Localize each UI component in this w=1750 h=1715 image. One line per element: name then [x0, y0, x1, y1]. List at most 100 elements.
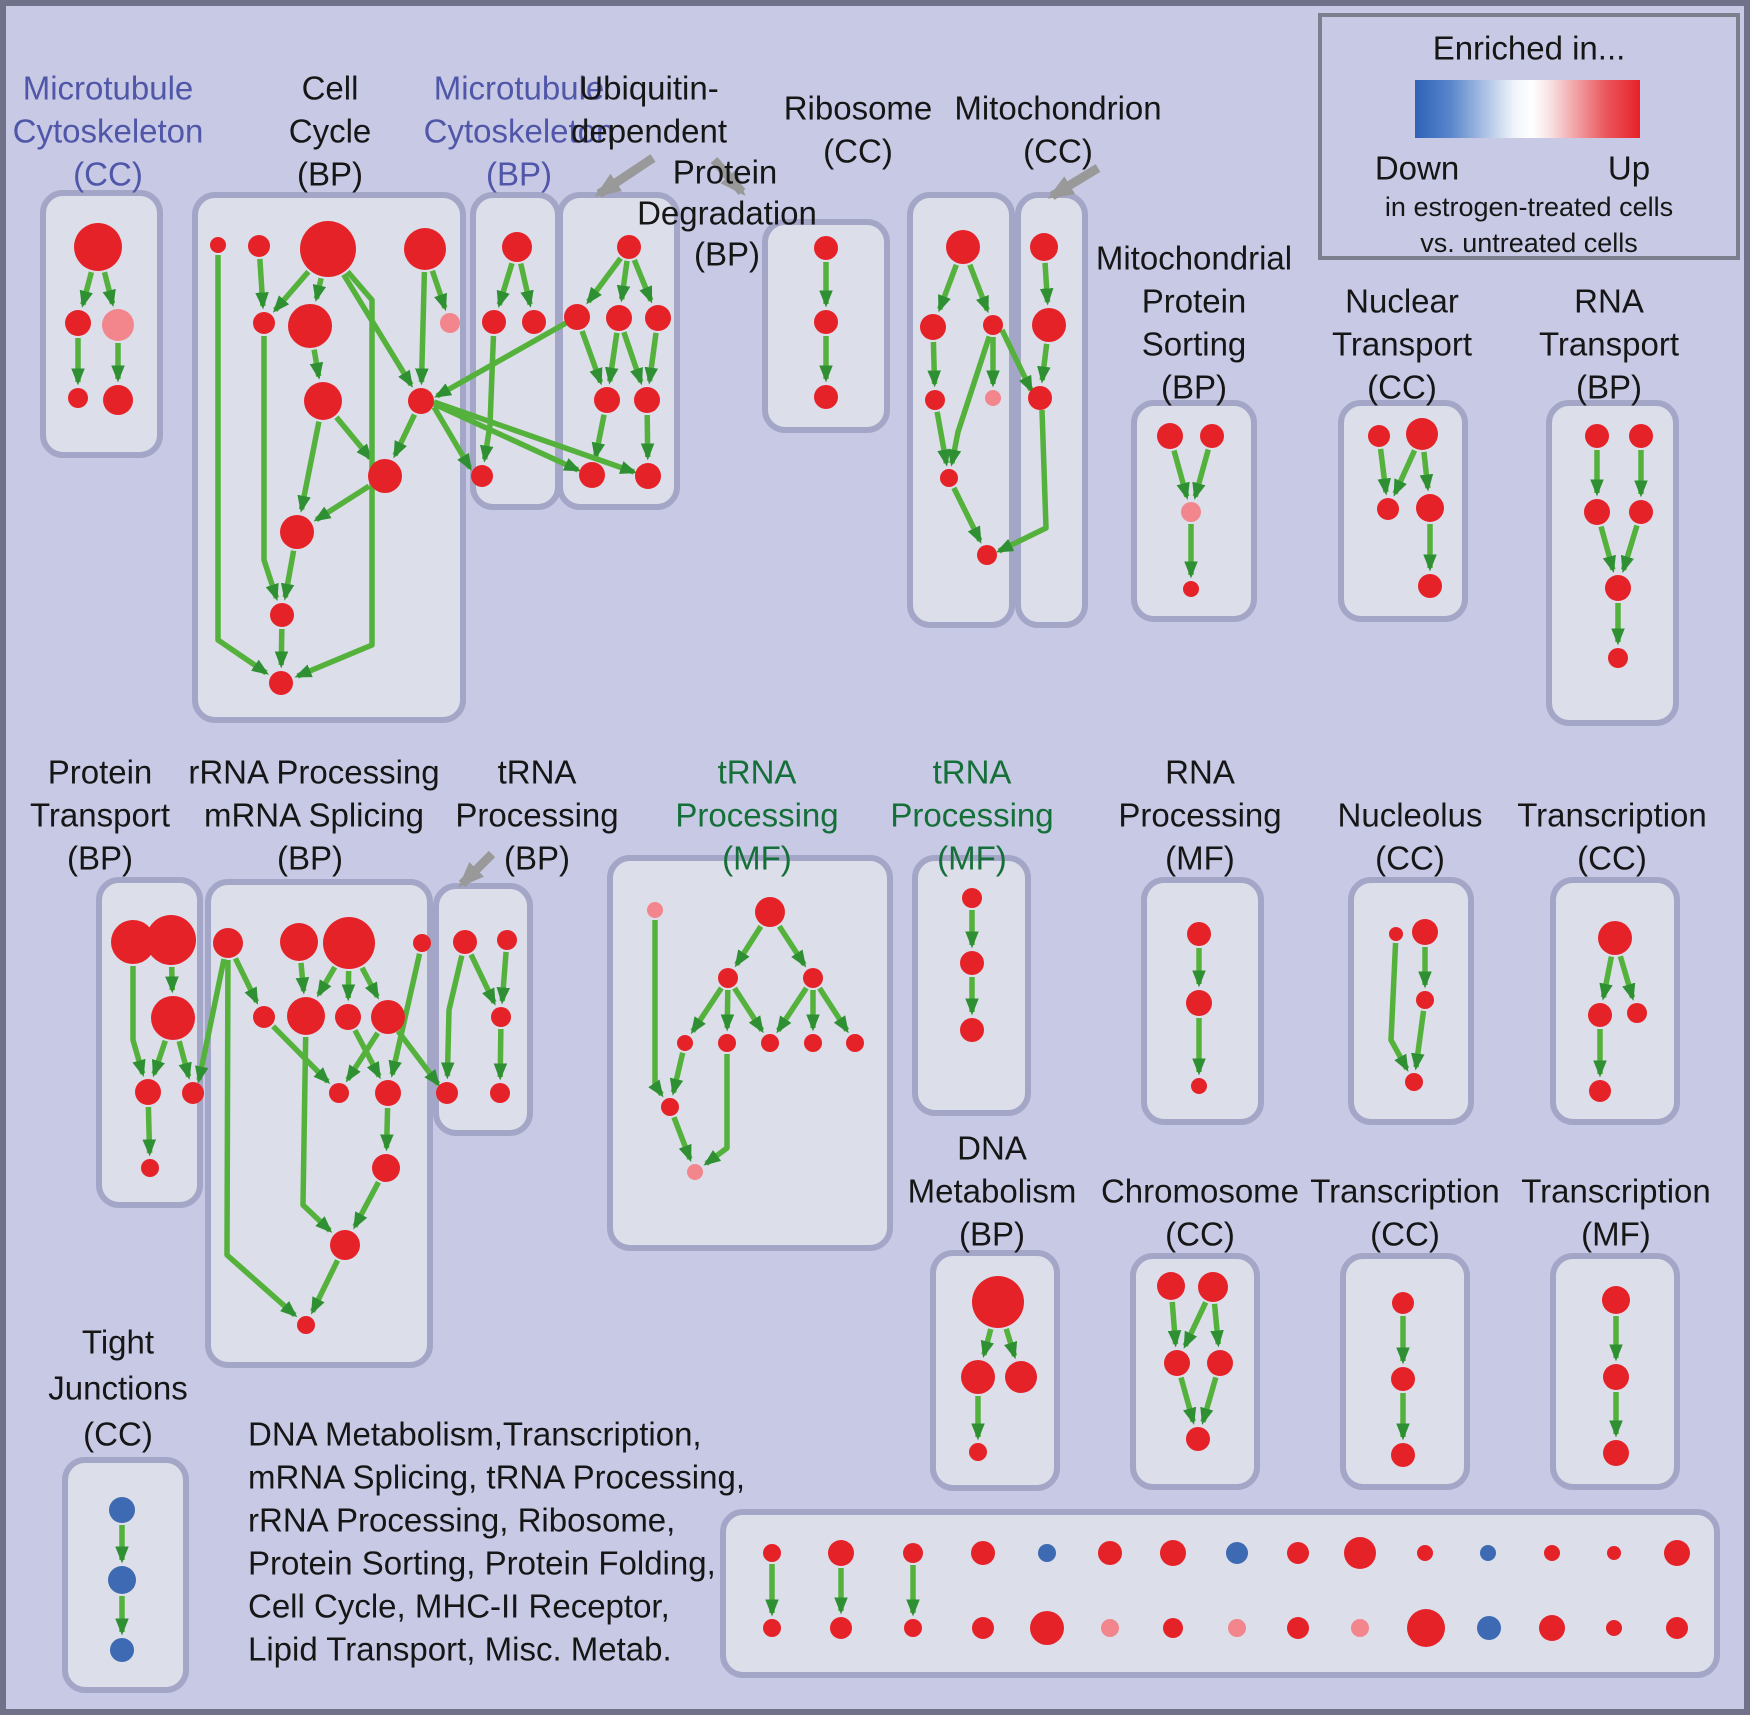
node-rrna-processing-10 [372, 1154, 400, 1182]
node-misc-bottom-2 [903, 1543, 923, 1563]
edge-ubiquitin-a [586, 256, 623, 305]
edge-trna-mf-big [720, 989, 735, 1032]
node-protein-transport-4 [182, 1082, 204, 1104]
node-misc-bottom-5 [1098, 1541, 1122, 1565]
node-ubiquitin-b-2 [814, 385, 838, 409]
label-trna-processing-mf-1: (MF) [722, 840, 792, 877]
edge-trna-mf-big [776, 924, 807, 968]
edge-microtubule-bp [496, 262, 515, 309]
node-rrna-processing-2 [323, 917, 375, 969]
trna-bp-label-arrow-icon [458, 850, 496, 888]
cross-edge-cellcycle-to-ubiq-right [433, 399, 638, 475]
group-box-nuclear-transport [1338, 400, 1468, 622]
edge-cell-cycle [312, 277, 327, 303]
edge-chromosome [1167, 1301, 1182, 1348]
label-nucleolus-cc: (CC) [1375, 840, 1445, 877]
edge-rrna-processing [359, 966, 380, 1000]
node-misc-bottom-20 [1101, 1619, 1119, 1637]
node-rrna-processing-5 [287, 997, 325, 1035]
node-microtubule-bp-2 [522, 310, 546, 334]
node-ubiquitin-a-1 [564, 304, 590, 330]
edge-protein-transport [151, 1039, 168, 1078]
label-mitochondrion-cc: Mitochondrion [954, 90, 1161, 127]
node-cell-cycle-11 [269, 671, 293, 695]
cross-edge-ubiq-to-cellcycle [434, 320, 568, 399]
node-ribosome-1 [920, 314, 946, 340]
node-misc-bottom-7 [1226, 1542, 1248, 1564]
node-misc-bottom-0 [763, 1544, 781, 1562]
edge-mito-sorting [1171, 449, 1190, 500]
label-tight-junctions-cc: (CC) [83, 1416, 153, 1453]
footnote-line: DNA Metabolism,Transcription, [248, 1416, 702, 1453]
label-ubiquitin-degradation-bp: Protein [673, 154, 778, 191]
node-misc-bottom-15 [763, 1619, 781, 1637]
label-microtubule-cytoskeleton-cc: Microtubule [23, 70, 194, 107]
edge-transcription-cc-2 [1617, 955, 1636, 1001]
node-trna-bp-0 [453, 930, 477, 954]
label-ribosome-cc: Ribosome [784, 90, 933, 127]
label-dna-metabolism-bp: DNA [957, 1130, 1027, 1167]
node-cell-cycle-8 [368, 459, 402, 493]
edge-rna-transport [1620, 524, 1640, 574]
edge-cell-cycle [280, 550, 297, 601]
node-nucleolus-0 [1389, 927, 1403, 941]
edge-trna-bp [440, 954, 465, 1080]
edge-ribosome [937, 263, 959, 313]
label-trna-processing-bp: (BP) [504, 840, 570, 877]
footnote-line: Protein Sorting, Protein Folding, [248, 1545, 716, 1582]
edge-ubiquitin-a [591, 414, 607, 460]
label-cell-cycle-bp: Cell [302, 70, 359, 107]
group-box-nucleolus [1348, 877, 1474, 1125]
node-cell-cycle-9 [280, 515, 314, 549]
edge-trna-mf-big [703, 1054, 730, 1166]
node-rna-processing-mf-0 [1187, 922, 1211, 946]
label-rrna-processing-mrna-splicing-bp: (BP) [277, 840, 343, 877]
node-misc-bottom-28 [1606, 1620, 1622, 1636]
cross-edge-rrna-to-protein-transport [195, 958, 227, 1084]
node-cell-cycle-10 [270, 603, 294, 627]
node-ribosome-3 [925, 390, 945, 410]
edge-chromosome [1210, 1303, 1224, 1348]
edge-cell-cycle [341, 273, 414, 388]
node-misc-bottom-27 [1539, 1615, 1565, 1641]
node-misc-bottom-9 [1344, 1537, 1376, 1569]
node-nuclear-transport-0 [1368, 425, 1390, 447]
edge-ubiquitin-a [579, 330, 604, 386]
node-nuclear-transport-3 [1416, 494, 1444, 522]
node-chromosome-2 [1164, 1350, 1190, 1376]
node-trna-bp-1 [497, 930, 517, 950]
node-trna-mf-small-1 [960, 951, 984, 975]
group-box-transcription-cc-2 [1550, 877, 1680, 1125]
node-misc-bottom-26 [1477, 1616, 1501, 1640]
node-rna-transport-0 [1585, 424, 1609, 448]
node-rna-transport-5 [1608, 648, 1628, 668]
node-transcription-cc-3-1 [1391, 1367, 1415, 1391]
label-trna-processing-mf-1: Processing [675, 797, 838, 834]
legend-up-label: Up [1608, 150, 1650, 187]
label-ubiquitin-degradation-bp: (BP) [694, 236, 760, 273]
edge-nuclear-transport [1392, 449, 1418, 497]
node-dna-metabolism-3 [969, 1443, 987, 1461]
edge-rrna-processing [232, 957, 260, 1005]
node-rna-processing-mf-1 [1186, 990, 1212, 1016]
node-ubiquitin-a-5 [634, 387, 660, 413]
node-microtubule-cc-2 [102, 309, 134, 341]
edge-trna-mf-big [669, 1052, 686, 1096]
edge-trna-mf-big [775, 986, 809, 1034]
label-rrna-processing-mrna-splicing-bp: rRNA Processing [188, 754, 439, 791]
node-nuclear-transport-2 [1377, 498, 1399, 520]
edge-nuclear-transport [1377, 448, 1392, 496]
node-transcription-cc-2-1 [1588, 1003, 1612, 1027]
label-rna-processing-mf: Processing [1118, 797, 1281, 834]
edge-ubiquitin-a [631, 258, 654, 304]
node-ribosome-6 [977, 545, 997, 565]
node-rrna-processing-1 [280, 923, 318, 961]
node-mitochondrion-2 [1028, 386, 1052, 410]
node-trna-mf-small-2 [960, 1018, 984, 1042]
label-trna-processing-mf-2: (MF) [937, 840, 1007, 877]
group-box-misc-bottom [720, 1509, 1720, 1678]
node-misc-bottom-23 [1287, 1617, 1309, 1639]
node-mito-sorting-3 [1183, 581, 1199, 597]
label-chromosome-cc: (CC) [1165, 1216, 1235, 1253]
label-nuclear-transport-cc: Nuclear [1345, 283, 1459, 320]
